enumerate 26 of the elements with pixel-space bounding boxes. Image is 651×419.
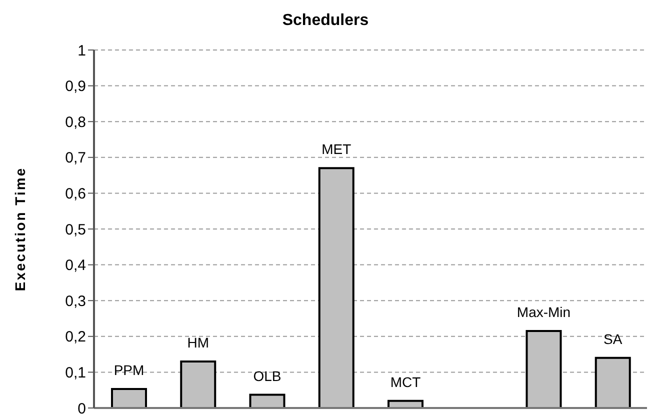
x-tick-label: MET (322, 141, 352, 158)
y-tick-label: 0,3 (65, 292, 86, 310)
x-tick-label: SA (604, 330, 623, 347)
y-tick-label: 0,4 (65, 257, 86, 274)
y-tick-label: 0,1 (65, 364, 86, 382)
bar (526, 330, 562, 408)
chart-title: Schedulers (281, 12, 370, 30)
bar (249, 394, 286, 408)
bar (594, 356, 631, 408)
x-tick-label: Max-Min (516, 304, 571, 320)
y-tick-label: 0,9 (65, 78, 86, 96)
x-tick-label: OLB (253, 368, 282, 384)
y-axis-title: Execution Time (12, 166, 28, 292)
y-tick-label: 0,5 (65, 221, 86, 238)
y-tick-label: 0,7 (65, 150, 86, 167)
y-tick-label: 0,2 (65, 328, 86, 346)
x-tick-label: MCT (390, 374, 422, 390)
x-tick-label: HM (187, 334, 210, 350)
bar (318, 167, 354, 408)
x-tick-label: PPM (114, 362, 144, 378)
y-tick-label: 0,8 (65, 114, 86, 131)
y-tick-label: 0 (78, 400, 86, 418)
y-tick-label: 1 (78, 42, 86, 60)
bar (180, 360, 216, 408)
bar (111, 388, 147, 408)
y-tick-label: 0,6 (65, 186, 86, 203)
